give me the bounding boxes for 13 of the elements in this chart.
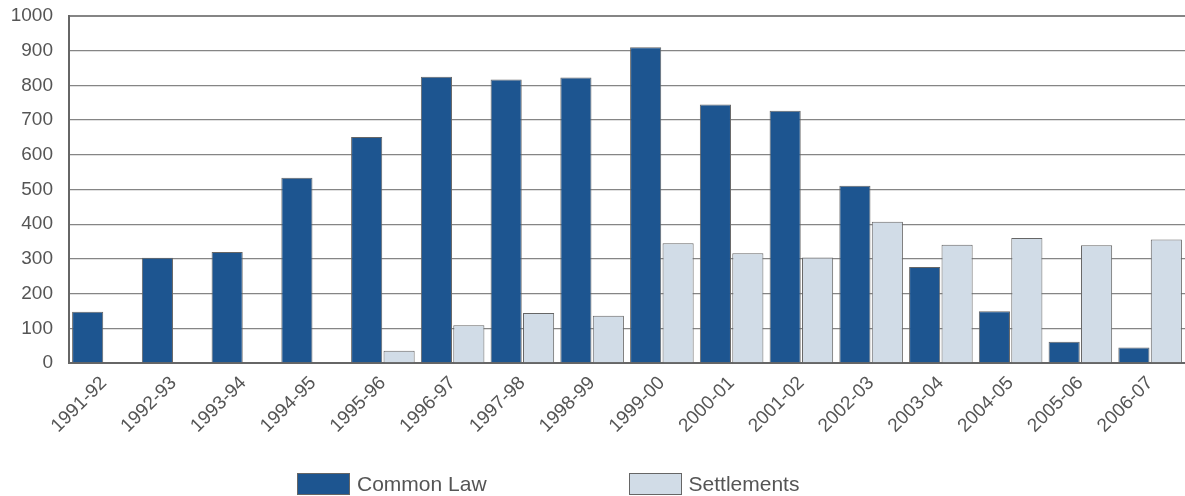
y-tick-label: 800 xyxy=(21,73,53,95)
legend-label: Settlements xyxy=(688,472,800,496)
y-tick-label: 200 xyxy=(21,281,53,303)
y-tick-label: 100 xyxy=(21,316,53,338)
y-tick-label: 1000 xyxy=(10,4,53,26)
y-tick-label: 0 xyxy=(42,351,53,373)
legend-label: Common Law xyxy=(357,472,487,496)
y-tick-label: 400 xyxy=(21,212,53,234)
y-tick-label: 900 xyxy=(21,38,53,60)
y-tick-label: 700 xyxy=(21,108,53,130)
y-tick-label: 600 xyxy=(21,143,53,165)
y-tick-label: 500 xyxy=(21,177,53,199)
y-tick-label: 300 xyxy=(21,247,53,269)
